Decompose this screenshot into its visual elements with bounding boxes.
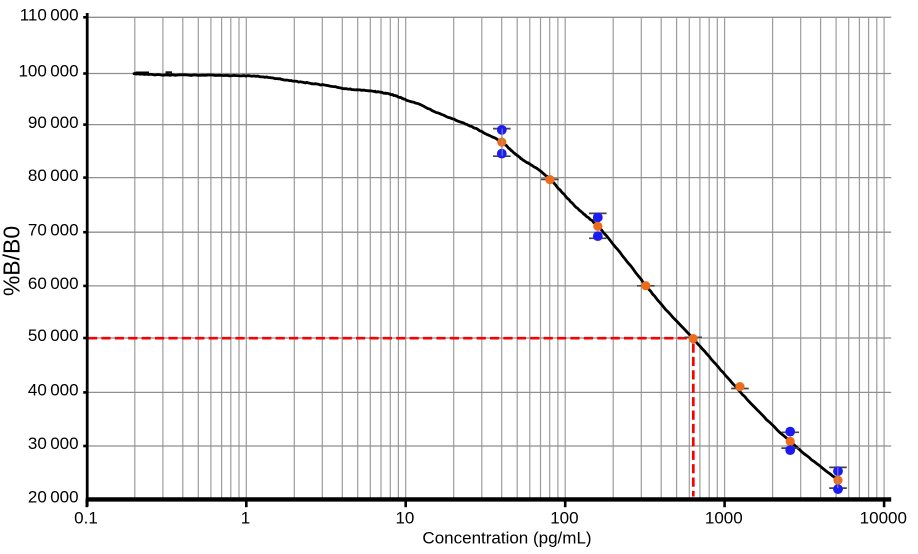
svg-text:10: 10 xyxy=(395,508,414,527)
svg-text:40 000: 40 000 xyxy=(28,381,79,400)
svg-text:20 000: 20 000 xyxy=(28,488,79,507)
svg-text:50 000: 50 000 xyxy=(28,326,79,345)
svg-text:Concentration (pg/mL): Concentration (pg/mL) xyxy=(422,528,591,547)
svg-text:1: 1 xyxy=(241,508,250,527)
svg-text:10000: 10000 xyxy=(860,508,907,527)
svg-text:90 000: 90 000 xyxy=(28,113,79,132)
svg-text:70 000: 70 000 xyxy=(28,220,79,239)
svg-text:1000: 1000 xyxy=(705,508,743,527)
svg-text:%B/B0: %B/B0 xyxy=(0,226,25,296)
svg-text:60 000: 60 000 xyxy=(28,274,79,293)
svg-text:100: 100 xyxy=(550,508,578,527)
svg-text:0.1: 0.1 xyxy=(74,508,98,527)
svg-text:30 000: 30 000 xyxy=(28,434,79,453)
svg-text:110 000: 110 000 xyxy=(20,6,79,25)
svg-text:100 000: 100 000 xyxy=(18,62,78,81)
svg-text:80 000: 80 000 xyxy=(28,166,79,185)
